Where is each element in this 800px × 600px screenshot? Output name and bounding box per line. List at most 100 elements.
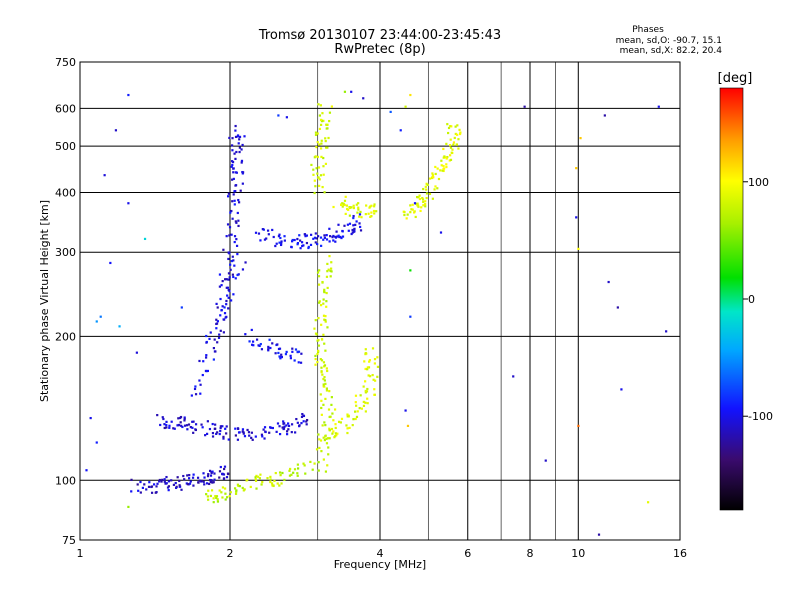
data-point — [369, 375, 372, 378]
data-point — [325, 437, 328, 441]
data-point — [330, 403, 333, 406]
data-point — [198, 359, 201, 363]
data-point — [268, 338, 271, 341]
data-point — [178, 484, 181, 487]
data-point — [357, 206, 360, 209]
data-point — [224, 492, 227, 495]
data-point — [155, 491, 158, 494]
data-point — [575, 167, 578, 170]
data-point — [316, 141, 319, 144]
data-point — [349, 206, 352, 210]
data-point — [318, 143, 321, 146]
data-point — [222, 435, 225, 438]
data-point — [346, 207, 349, 211]
data-point — [231, 178, 234, 181]
data-point — [210, 479, 213, 482]
data-point — [215, 302, 218, 306]
data-point — [211, 431, 215, 435]
data-point — [322, 173, 325, 176]
data-point — [213, 338, 216, 341]
data-point — [238, 135, 242, 138]
data-point — [320, 244, 323, 247]
data-point — [278, 355, 281, 358]
data-point — [296, 421, 299, 424]
data-point — [194, 423, 198, 426]
data-point — [285, 430, 289, 433]
data-point — [324, 320, 327, 323]
data-point — [236, 438, 240, 441]
data-point — [337, 420, 341, 423]
data-point — [279, 236, 282, 240]
data-point — [290, 423, 294, 426]
data-point — [284, 353, 288, 356]
data-point — [225, 286, 228, 289]
data-point — [139, 480, 142, 484]
data-point — [255, 474, 258, 477]
data-point — [328, 119, 331, 123]
data-point — [458, 128, 461, 131]
data-point — [409, 204, 412, 207]
y-axis-ticks: 75 100 200 300 400 500 600 750 — [55, 56, 76, 547]
data-point — [288, 474, 292, 477]
data-point — [325, 238, 329, 241]
data-point — [163, 426, 166, 430]
data-point — [352, 230, 355, 233]
data-point — [404, 409, 407, 412]
data-point — [346, 431, 349, 435]
data-point — [211, 435, 215, 438]
data-point — [221, 305, 224, 308]
data-point — [620, 388, 623, 391]
data-point — [410, 208, 413, 211]
data-point — [261, 481, 264, 484]
data-point — [321, 120, 324, 123]
data-point — [426, 183, 429, 186]
data-point — [166, 486, 170, 489]
data-point — [210, 471, 213, 475]
data-point — [143, 483, 146, 486]
data-point — [225, 432, 228, 435]
data-point — [334, 435, 337, 438]
data-point — [449, 154, 452, 157]
data-point — [135, 351, 138, 354]
data-point — [238, 150, 241, 154]
data-point — [445, 142, 448, 145]
data-point — [205, 493, 208, 496]
data-point — [187, 423, 191, 426]
data-point — [439, 169, 442, 172]
data-point — [434, 172, 437, 176]
data-point — [258, 477, 261, 480]
data-point — [163, 478, 166, 481]
data-point — [267, 345, 270, 349]
data-point — [454, 132, 457, 136]
data-point — [241, 143, 244, 147]
x-tick-label: 16 — [673, 547, 687, 560]
data-point — [441, 169, 444, 172]
data-point — [343, 224, 346, 227]
data-point — [222, 248, 225, 251]
data-point — [269, 346, 272, 350]
data-point — [218, 476, 221, 479]
data-point — [212, 358, 215, 361]
data-point — [322, 238, 325, 241]
data-point — [225, 299, 228, 303]
data-point — [418, 197, 422, 201]
data-point — [322, 385, 325, 388]
data-point — [373, 212, 376, 215]
data-point — [212, 501, 215, 504]
data-point — [448, 159, 451, 162]
data-point — [214, 494, 217, 498]
data-point — [269, 426, 273, 429]
data-point — [248, 434, 251, 437]
data-point — [242, 432, 245, 435]
data-point — [315, 448, 319, 451]
data-point — [287, 428, 290, 431]
data-point — [313, 462, 316, 465]
data-point — [231, 273, 234, 276]
data-point — [202, 480, 205, 483]
stats-heading: Phases — [632, 25, 664, 35]
data-point — [288, 469, 291, 472]
data-point — [334, 426, 337, 430]
data-point — [291, 347, 294, 350]
data-point — [302, 244, 305, 247]
data-point — [297, 350, 301, 353]
